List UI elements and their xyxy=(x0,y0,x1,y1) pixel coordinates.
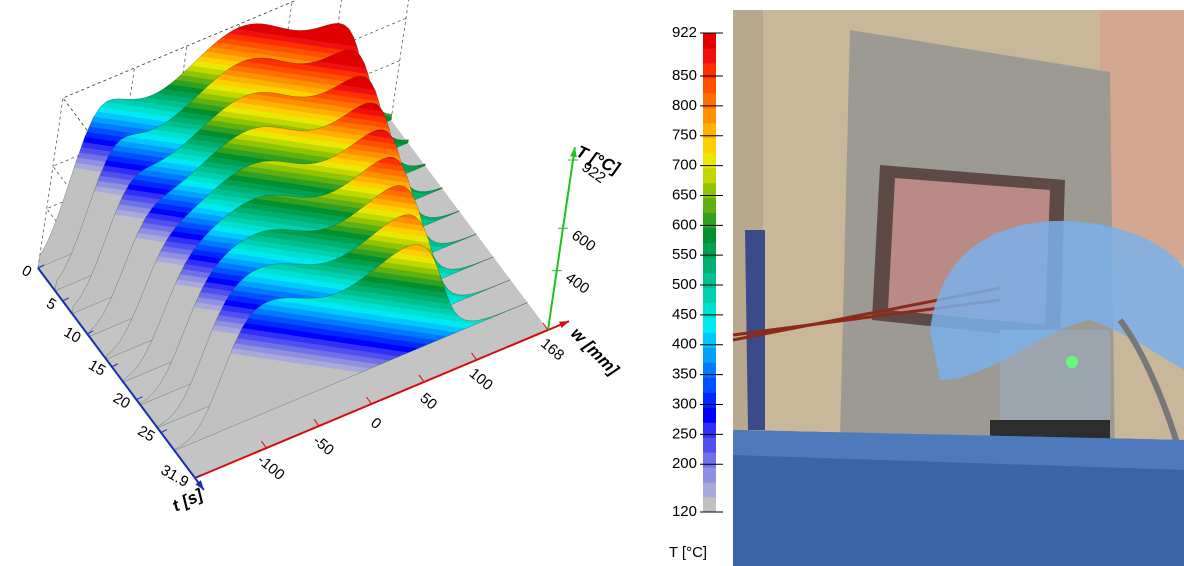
x-tick-label: 168 xyxy=(537,335,567,364)
color-segment xyxy=(703,122,716,139)
color-segment xyxy=(703,362,716,378)
color-segment xyxy=(703,152,716,169)
tick-mark xyxy=(366,396,372,405)
y-axis-label: t [s] xyxy=(169,485,206,516)
color-segment xyxy=(703,167,716,184)
tick-label: 450 xyxy=(672,306,697,323)
color-segment xyxy=(703,182,716,199)
x-axis-arrow xyxy=(559,321,570,328)
x-axis xyxy=(194,320,570,479)
tick-mark xyxy=(62,297,69,302)
tick-label: 200 xyxy=(672,455,697,472)
tick-mark xyxy=(418,374,425,383)
photo-box-edge xyxy=(733,430,1184,470)
y-axis xyxy=(37,267,205,491)
x-tick-label: 0 xyxy=(367,414,384,432)
color-segment xyxy=(703,317,716,333)
tick-label: 300 xyxy=(672,395,697,412)
tick-mark xyxy=(542,322,549,331)
color-segment xyxy=(703,452,716,468)
colorbar-label: T [°C] xyxy=(669,544,707,561)
x-axis-label: w [mm] xyxy=(567,324,623,380)
grid-line xyxy=(37,97,64,269)
tick-mark xyxy=(111,363,119,368)
tick-label: 550 xyxy=(672,246,697,263)
color-segment xyxy=(703,347,716,363)
color-segment xyxy=(703,392,716,408)
color-segment xyxy=(703,257,716,273)
tick-label: 700 xyxy=(672,157,697,174)
tick-mark xyxy=(471,352,477,361)
x-tick-label: -50 xyxy=(310,432,338,459)
tick-label: 600 xyxy=(672,216,697,233)
tick-mark xyxy=(136,396,143,401)
tick-label: 350 xyxy=(672,366,697,383)
y-tick-label: 25 xyxy=(135,422,158,445)
z-axis xyxy=(547,147,576,331)
z-axis-arrow xyxy=(570,147,577,158)
color-segment xyxy=(703,62,716,79)
color-segment xyxy=(703,467,716,483)
tick-mark xyxy=(313,418,320,427)
y-tick-label: 5 xyxy=(43,295,59,314)
y-tick-label: 20 xyxy=(110,389,133,412)
color-segment xyxy=(703,227,716,244)
color-segment xyxy=(703,422,716,438)
y-tick-label: 0 xyxy=(19,262,35,281)
color-segment xyxy=(703,33,716,49)
y-tick-label: 15 xyxy=(85,357,108,380)
color-segment xyxy=(703,287,716,303)
x-tick-label: 50 xyxy=(417,390,441,414)
photo-plastic-bag xyxy=(930,220,1184,380)
color-segment xyxy=(703,482,716,498)
z-tick-label: 400 xyxy=(562,269,592,297)
tick-label: 250 xyxy=(672,425,697,442)
colorbar: 120 200 250 300 350 400 450 500 550 600 650 700 750 8… xyxy=(669,24,723,561)
y-tick-label: 10 xyxy=(61,324,84,347)
color-segment xyxy=(703,137,716,154)
photo-laser xyxy=(1066,356,1078,368)
tick-mark xyxy=(160,429,168,434)
tick-mark xyxy=(194,474,202,479)
color-segment xyxy=(703,197,716,214)
color-segment xyxy=(703,242,716,259)
photo-wall xyxy=(1100,10,1184,260)
tick-label: 120 xyxy=(672,503,697,520)
tick-label: 750 xyxy=(672,127,697,144)
tick-label: 650 xyxy=(672,186,697,203)
color-segment xyxy=(703,302,716,318)
color-segment xyxy=(703,92,716,109)
tick-label: 922 xyxy=(672,24,697,41)
tick-mark xyxy=(86,330,94,335)
color-segment xyxy=(703,407,716,423)
tick-label: 500 xyxy=(672,276,697,293)
ridge xyxy=(174,244,528,452)
z-tick-label: 600 xyxy=(568,227,598,255)
tick-label: 400 xyxy=(672,336,697,353)
y-axis-arrow xyxy=(195,480,204,490)
color-segment xyxy=(703,272,716,288)
tick-label: 800 xyxy=(672,97,697,114)
color-segment xyxy=(703,377,716,393)
tick-mark xyxy=(261,440,267,449)
x-tick-label: -100 xyxy=(254,451,288,483)
color-segment xyxy=(703,332,716,348)
color-segment xyxy=(703,212,716,229)
color-segment xyxy=(703,497,716,513)
color-segment xyxy=(703,47,716,64)
x-tick-label: 100 xyxy=(466,365,496,394)
color-segment xyxy=(703,437,716,453)
color-segment xyxy=(703,107,716,124)
tick-label: 850 xyxy=(672,67,697,84)
photo xyxy=(732,10,1184,566)
grid-line xyxy=(390,0,410,121)
tick-mark xyxy=(37,264,45,269)
photo-holder xyxy=(745,230,765,430)
color-segment xyxy=(703,77,716,94)
